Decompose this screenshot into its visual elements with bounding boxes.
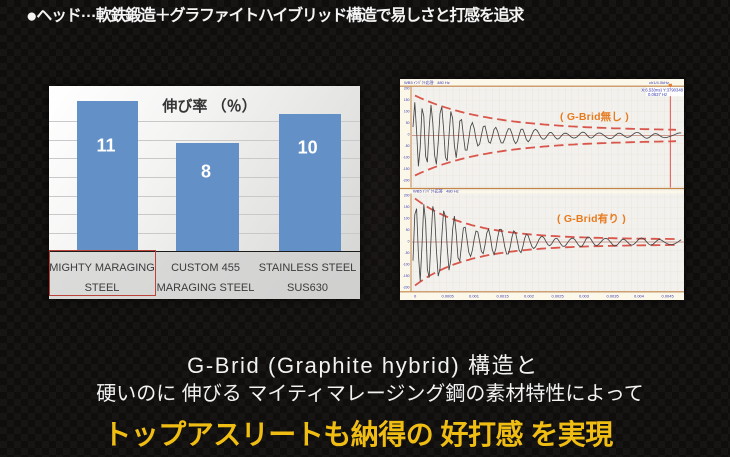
svg-text:0.001: 0.001 (469, 294, 480, 299)
svg-text:0: 0 (408, 240, 410, 244)
svg-text:50: 50 (406, 228, 410, 232)
svg-text:-100: -100 (403, 263, 410, 267)
svg-text:-150: -150 (403, 274, 410, 278)
svg-text:0.003: 0.003 (579, 294, 590, 299)
svg-text:-50: -50 (405, 251, 410, 255)
svg-text:-100: -100 (403, 156, 410, 160)
svg-text:0.0015: 0.0015 (497, 294, 510, 299)
svg-text:200: 200 (404, 87, 410, 91)
svg-text:0: 0 (408, 133, 410, 137)
svg-text:0.0035: 0.0035 (607, 294, 620, 299)
svg-text:0: 0 (414, 294, 417, 299)
svg-text:100: 100 (404, 110, 410, 114)
svg-text:-150: -150 (403, 167, 410, 171)
svg-text:0.004: 0.004 (634, 294, 645, 299)
svg-text:0.0025: 0.0025 (552, 294, 565, 299)
svg-text:WB5 ｲﾝﾊﾟｸﾄ応答 480 Hz: WB5 ｲﾝﾊﾟｸﾄ応答 480 Hz (413, 187, 459, 193)
svg-text:150: 150 (404, 98, 410, 102)
svg-text:100: 100 (404, 217, 410, 221)
svg-text:ch1/4.0kHz: ch1/4.0kHz (649, 80, 669, 85)
svg-text:0.0045: 0.0045 (662, 294, 675, 299)
svg-text:0.0637 Hz: 0.0637 Hz (648, 92, 667, 97)
svg-text:-200: -200 (403, 286, 410, 290)
svg-text:150: 150 (404, 205, 410, 209)
svg-text:WB5 ｲﾝﾊﾟｸﾄ応答 480 Hz: WB5 ｲﾝﾊﾟｸﾄ応答 480 Hz (404, 79, 450, 85)
svg-text:50: 50 (406, 121, 410, 125)
svg-text:X:6.53(ms) Y:3790348: X:6.53(ms) Y:3790348 (641, 88, 683, 93)
svg-text:-200: -200 (403, 179, 410, 183)
svg-text:0.0005: 0.0005 (442, 294, 455, 299)
svg-text:0.002: 0.002 (524, 294, 535, 299)
svg-text:200: 200 (404, 194, 410, 198)
svg-text:-50: -50 (405, 144, 410, 148)
